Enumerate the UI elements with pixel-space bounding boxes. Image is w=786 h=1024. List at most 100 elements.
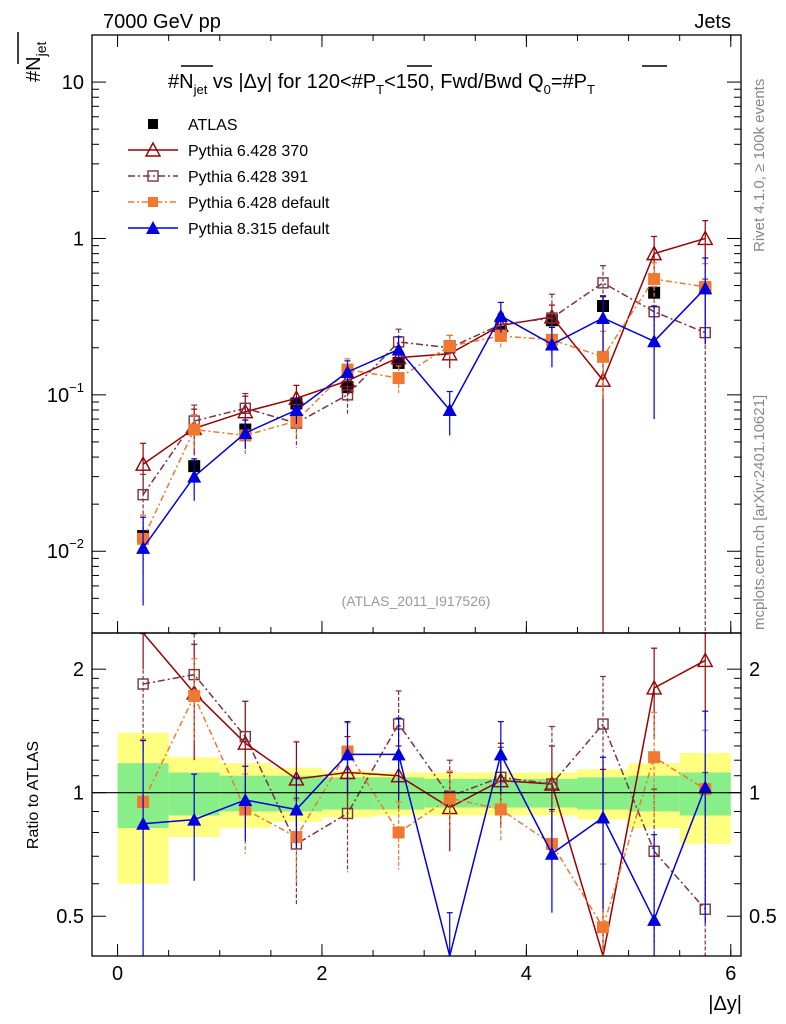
ytick-ratio-label-left-0: 0.5 bbox=[56, 906, 84, 928]
ytick-main-label-1: 1 bbox=[73, 228, 84, 250]
ratio-point-2-1 bbox=[188, 690, 201, 703]
chart-title: #Njet vs |Δy| for 120<#PT<150, Fwd/Bwd Q… bbox=[168, 71, 595, 97]
legend-label-2: Pythia 6.428 391 bbox=[188, 169, 308, 186]
series-point-3-9 bbox=[596, 311, 611, 325]
ytick-main-label-0: 10 bbox=[62, 72, 84, 94]
ytick-ratio-label-right-1: 1 bbox=[749, 783, 760, 805]
ratio-frame bbox=[91, 632, 742, 957]
legend-marker-3 bbox=[148, 197, 158, 207]
ratio-point-3-0 bbox=[136, 816, 151, 830]
header-right: Jets bbox=[694, 11, 731, 33]
series-point-3-2 bbox=[238, 426, 253, 440]
series-point-2-5 bbox=[392, 372, 405, 385]
ratio-point-0-11 bbox=[697, 651, 714, 668]
series-point-3-5 bbox=[391, 342, 406, 356]
series-line-0 bbox=[142, 237, 706, 465]
ytick-ratio-label-right-0: 0.5 bbox=[749, 906, 777, 928]
series-3 bbox=[136, 257, 713, 606]
ytick-main-label-3: 10−2 bbox=[47, 536, 84, 563]
ratio-point-3-3 bbox=[289, 802, 304, 816]
title-sub-1: jet bbox=[193, 82, 208, 97]
series-point-2-6 bbox=[443, 340, 456, 353]
series-point-2-1 bbox=[188, 423, 201, 436]
header-left: 7000 GeV pp bbox=[103, 11, 221, 33]
title-sub-2: T bbox=[376, 82, 384, 97]
series-point-1-4 bbox=[341, 389, 354, 401]
legend-label-0: ATLAS bbox=[188, 117, 238, 134]
series-line-3 bbox=[142, 287, 706, 549]
ytick-ratio-label-left-2: 2 bbox=[73, 659, 84, 681]
series-point-3-1 bbox=[187, 469, 202, 483]
ytick-main-sup-3: −2 bbox=[69, 536, 84, 551]
title-part-4: =#P bbox=[551, 71, 587, 93]
series-0 bbox=[134, 220, 714, 633]
legend-marker-1 bbox=[144, 141, 162, 157]
ratio-point-2-10 bbox=[648, 751, 661, 764]
series-point-3-8 bbox=[544, 337, 559, 351]
ratio-point-3-2 bbox=[238, 792, 253, 806]
title-part-2: vs |Δy| for 120<#P bbox=[207, 71, 376, 93]
ratio-line-3 bbox=[143, 752, 706, 957]
ratio-point-3-4 bbox=[340, 747, 355, 761]
ratio-point-2-6 bbox=[443, 792, 456, 805]
series-point-1-8 bbox=[546, 312, 558, 324]
xtick-label-3: 6 bbox=[725, 963, 736, 985]
ratio-series bbox=[136, 632, 714, 957]
legend-label-1: Pythia 6.428 370 bbox=[188, 143, 308, 160]
series-point-3-4 bbox=[340, 364, 355, 378]
series-point-3-0 bbox=[136, 540, 151, 554]
ratio-point-3-7 bbox=[493, 747, 508, 761]
title-part-1: #N bbox=[168, 71, 194, 93]
ratio-ylabel: Ratio to ATLAS bbox=[25, 741, 42, 849]
ratio-point-1-9 bbox=[597, 718, 609, 730]
side-text-mcplots: mcplots.cern.ch [arXiv:2401.10621] bbox=[751, 395, 768, 630]
series-point-0-10 bbox=[645, 245, 663, 261]
ytick-ratio-label-right-2: 2 bbox=[749, 659, 760, 681]
title-sub-4: T bbox=[587, 82, 595, 97]
main-ylabel-sub: jet bbox=[33, 42, 49, 58]
ratio-point-3-8 bbox=[544, 846, 559, 860]
series-point-1-0 bbox=[137, 488, 149, 501]
legend-marker-2 bbox=[147, 170, 159, 182]
series-point-3-10 bbox=[647, 334, 662, 348]
series-line-2 bbox=[142, 278, 706, 540]
ratio-point-2-5 bbox=[392, 826, 405, 839]
series-1 bbox=[137, 265, 711, 633]
legend-label-4: Pythia 8.315 default bbox=[188, 221, 330, 238]
xtick-label-1: 2 bbox=[316, 963, 327, 985]
legend-marker-0 bbox=[148, 119, 158, 129]
main-ylabel-main: #N bbox=[23, 56, 45, 82]
analysis-label: (ATLAS_2011_I917526) bbox=[342, 593, 491, 609]
series-line-1 bbox=[142, 281, 706, 496]
ytick-main-sup-2: −1 bbox=[69, 380, 84, 395]
ratio-line-1 bbox=[142, 673, 706, 910]
ratio-point-3-5 bbox=[391, 747, 406, 761]
main-ylabel: #Njet bbox=[17, 32, 49, 82]
ratio-point-1-4 bbox=[341, 807, 354, 820]
svg-text:#Njet: #Njet bbox=[23, 42, 49, 82]
xtick-label-0: 0 bbox=[112, 963, 123, 985]
series-point-3-11 bbox=[698, 281, 713, 295]
ratio-point-3-11 bbox=[698, 780, 713, 794]
ratio-point-0-10 bbox=[645, 679, 663, 695]
xtick-label-2: 4 bbox=[521, 963, 532, 985]
legend-marker-4 bbox=[146, 221, 160, 234]
series-point-2-9 bbox=[597, 350, 610, 363]
ratio-point-2-9 bbox=[597, 921, 610, 934]
ytick-ratio-label-left-1: 1 bbox=[73, 783, 84, 805]
main-series bbox=[134, 220, 714, 633]
ytick-main-label-2: 10−1 bbox=[47, 380, 84, 407]
legend: ATLAS Pythia 6.428 370 Pythia 6.428 391 Pyt… bbox=[128, 117, 330, 238]
axis-ticks: 0 2 4 6 10 1 10−1 10−2 0.5 0.5 1 1 2 2 bbox=[47, 34, 777, 985]
series-point-2-7 bbox=[494, 329, 507, 342]
ratio-line-2 bbox=[142, 694, 706, 930]
ratio-point-3-9 bbox=[596, 810, 611, 824]
title-sub-3: 0 bbox=[544, 82, 551, 97]
series-point-3-3 bbox=[289, 403, 304, 417]
series-point-3-6 bbox=[442, 403, 457, 417]
ratio-point-3-10 bbox=[647, 912, 662, 926]
series-point-1-9 bbox=[597, 277, 609, 289]
side-text-rivet: Rivet 4.1.0, ≥ 100k events bbox=[751, 79, 768, 252]
ratio-series-3 bbox=[136, 710, 713, 957]
